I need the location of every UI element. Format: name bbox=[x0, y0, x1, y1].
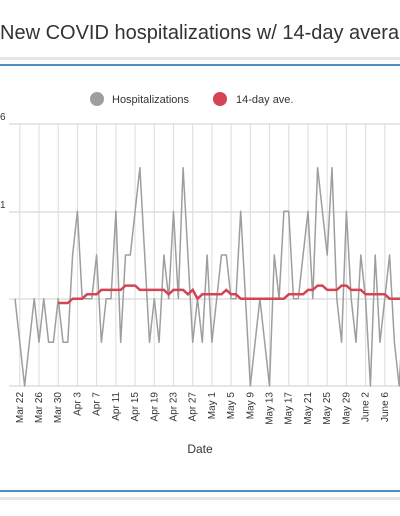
x-tick-label: May 1 bbox=[207, 392, 218, 420]
chart-gridlines bbox=[9, 123, 400, 387]
x-tick-label: June 2 bbox=[361, 392, 372, 422]
x-tick-label: Apr 3 bbox=[72, 392, 83, 416]
chart-legend: Hospitalizations 14-day ave. bbox=[90, 92, 293, 106]
x-tick-label: Apr 15 bbox=[130, 392, 141, 422]
bottom-divider bbox=[0, 497, 400, 500]
x-tick-label: Apr 27 bbox=[188, 392, 199, 422]
x-tick-label: Mar 26 bbox=[34, 392, 45, 424]
x-axis-tick-labels: Mar 22 Mar 26 Mar 30 Apr 3 Apr 7 Apr 11 Apr 15… bbox=[15, 392, 391, 425]
x-tick-label: Apr 23 bbox=[168, 392, 179, 422]
legend-marker-average bbox=[213, 92, 227, 106]
x-axis-title: Date bbox=[187, 442, 213, 456]
series-line-hospitalizations bbox=[14, 166, 400, 387]
x-tick-label: Apr 19 bbox=[149, 392, 160, 422]
x-tick-label: May 9 bbox=[245, 392, 256, 420]
chart-series bbox=[14, 166, 400, 387]
legend-label-average: 14-day ave. bbox=[236, 94, 293, 106]
y-tick-label-top: 6 bbox=[0, 112, 6, 123]
x-tick-label: Apr 11 bbox=[111, 392, 122, 421]
x-tick-label: May 13 bbox=[265, 392, 276, 425]
x-tick-label: May 25 bbox=[322, 392, 333, 425]
x-tick-label: May 29 bbox=[341, 392, 352, 425]
x-tick-label: Mar 22 bbox=[15, 392, 26, 424]
x-tick-label: May 5 bbox=[226, 392, 237, 420]
chart-title: New COVID hospitalizations w/ 14-day ave… bbox=[0, 22, 400, 44]
x-tick-label: Apr 7 bbox=[92, 392, 103, 416]
legend-label-hospitalizations: Hospitalizations bbox=[112, 94, 190, 106]
series-line-14-day-average bbox=[58, 284, 400, 305]
x-tick-label: Mar 30 bbox=[53, 392, 64, 424]
y-tick-label-mid: 1 bbox=[0, 200, 6, 211]
legend-marker-hospitalizations bbox=[90, 92, 104, 106]
x-tick-label: June 6 bbox=[380, 392, 391, 422]
title-divider bbox=[0, 57, 400, 60]
x-tick-label: May 21 bbox=[303, 392, 314, 425]
chart-card bbox=[0, 64, 400, 492]
x-tick-label: May 17 bbox=[284, 392, 295, 425]
